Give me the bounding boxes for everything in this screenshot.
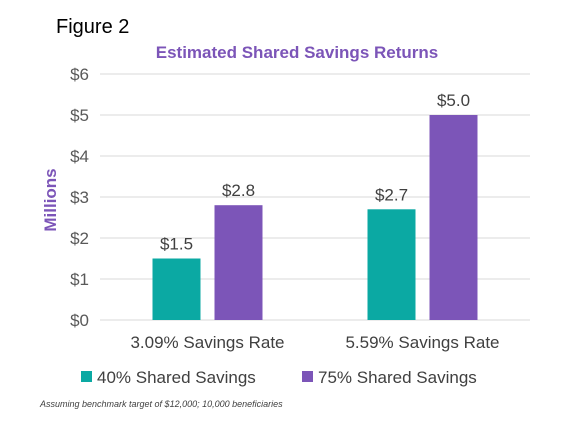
- footnote: Assuming benchmark target of $12,000; 10…: [40, 399, 283, 409]
- category-label: 3.09% Savings Rate: [130, 333, 284, 352]
- data-label: $1.5: [160, 235, 193, 254]
- category-label: 5.59% Savings Rate: [345, 333, 499, 352]
- data-label: $2.7: [375, 185, 408, 204]
- category-labels: 3.09% Savings Rate 5.59% Savings Rate: [130, 333, 499, 352]
- y-tick-label: $4: [70, 147, 89, 166]
- y-axis-label: Millions: [41, 168, 60, 231]
- bars: [152, 115, 478, 320]
- data-label: $5.0: [437, 91, 470, 110]
- y-tick-label: $2: [70, 229, 89, 248]
- y-axis-ticks: $0 $1 $2 $3 $4 $5 $6: [70, 65, 89, 330]
- y-tick-label: $3: [70, 188, 89, 207]
- legend-label: 40% Shared Savings: [97, 368, 256, 387]
- y-tick-label: $1: [70, 270, 89, 289]
- figure-label: Figure 2: [56, 16, 130, 38]
- y-tick-label: $5: [70, 106, 89, 125]
- bar: [367, 209, 416, 320]
- legend-swatch: [302, 371, 313, 382]
- bar: [152, 258, 201, 320]
- legend-label: 75% Shared Savings: [318, 368, 477, 387]
- legend-swatch: [81, 371, 92, 382]
- y-tick-label: $6: [70, 65, 89, 84]
- data-labels: $1.5 $2.8 $2.7 $5.0: [160, 91, 470, 254]
- bar: [429, 115, 478, 320]
- y-tick-label: $0: [70, 311, 89, 330]
- chart-title: Estimated Shared Savings Returns: [156, 43, 438, 62]
- legend: 40% Shared Savings 75% Shared Savings: [81, 368, 477, 387]
- data-label: $2.8: [222, 181, 255, 200]
- bar: [214, 205, 263, 320]
